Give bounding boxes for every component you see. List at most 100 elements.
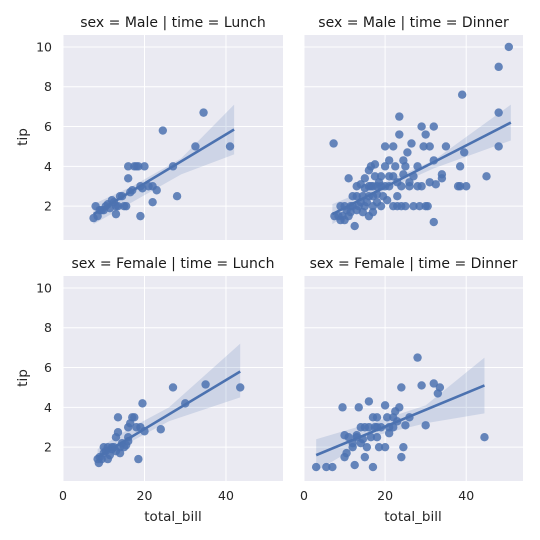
data-point <box>354 403 363 412</box>
facet-panel-3: sex = Female | time = Lunch 2 4 6 8 10 0 20 40 <box>36 256 283 503</box>
data-point <box>429 122 438 131</box>
x-tick-label: 0 <box>59 488 67 503</box>
data-point <box>409 201 418 211</box>
data-point <box>311 462 321 472</box>
data-point <box>366 433 376 442</box>
data-point <box>401 162 410 171</box>
y-tick-label: 8 <box>44 320 52 335</box>
y-tick-label: 4 <box>44 159 52 174</box>
y-tick-label: 8 <box>44 79 52 94</box>
data-point <box>201 380 210 389</box>
data-point <box>413 353 422 362</box>
y-tick-label: 6 <box>44 119 52 134</box>
y-tick-label: 2 <box>44 440 52 455</box>
x-tick-label: 20 <box>377 488 393 503</box>
data-point <box>140 162 149 171</box>
data-point <box>457 90 467 99</box>
data-point <box>130 413 139 422</box>
data-point <box>350 221 359 231</box>
data-point <box>123 174 133 183</box>
data-point <box>417 122 426 131</box>
data-point <box>156 425 165 434</box>
data-point <box>441 142 451 151</box>
data-point <box>364 397 374 406</box>
data-point <box>368 462 378 472</box>
data-point <box>384 429 394 438</box>
data-point <box>397 383 406 392</box>
data-point <box>382 413 392 422</box>
data-point <box>425 142 434 151</box>
panel-title: sex = Male | time = Lunch <box>80 15 266 31</box>
y-axis-label-row-1: tip <box>15 128 31 146</box>
data-point <box>111 209 121 219</box>
data-point <box>384 156 394 165</box>
data-point <box>136 211 145 221</box>
data-point <box>415 201 424 211</box>
panel-title: sex = Female | time = Lunch <box>72 256 275 272</box>
data-point <box>482 172 491 181</box>
data-point <box>352 192 361 201</box>
data-point <box>419 142 428 151</box>
panel-title: sex = Male | time = Dinner <box>318 15 509 31</box>
data-point <box>376 172 386 181</box>
y-tick-label: 2 <box>44 199 52 214</box>
panel-background <box>63 276 283 481</box>
data-point <box>455 182 465 191</box>
data-point <box>401 201 410 211</box>
y-axis-label-row-2: tip <box>15 369 31 387</box>
data-point <box>405 182 414 191</box>
data-point <box>401 421 410 430</box>
data-point <box>372 433 382 442</box>
facet-panel-1: sex = Male | time = Lunch 2 4 6 8 10 <box>36 15 283 240</box>
data-point <box>389 172 398 181</box>
data-point <box>360 452 370 462</box>
data-point <box>429 217 438 227</box>
data-point <box>158 126 168 135</box>
data-point <box>225 142 235 151</box>
data-point <box>403 148 412 157</box>
regression-line <box>331 121 512 216</box>
data-point <box>123 162 133 171</box>
data-point <box>134 454 143 464</box>
data-point <box>172 192 182 201</box>
data-point <box>322 462 331 472</box>
data-point <box>399 442 408 452</box>
data-point <box>380 442 390 452</box>
data-point <box>342 448 351 458</box>
data-point <box>423 201 432 211</box>
data-point <box>395 130 404 139</box>
data-point <box>435 383 445 392</box>
data-point <box>138 399 147 408</box>
data-point <box>360 174 370 183</box>
data-point <box>115 448 125 458</box>
data-point <box>417 182 426 191</box>
facet-panel-2: sex = Male | time = Dinner <box>303 15 523 240</box>
data-point <box>350 460 359 470</box>
data-point <box>494 142 503 151</box>
data-point <box>380 142 390 151</box>
data-point <box>504 42 514 52</box>
data-point <box>380 162 390 171</box>
data-point <box>376 201 386 211</box>
data-point <box>372 413 382 422</box>
y-tick-label: 4 <box>44 400 52 415</box>
data-point <box>113 413 123 422</box>
x-tick-label: 20 <box>137 488 153 503</box>
data-point <box>329 139 338 148</box>
data-point <box>113 201 123 211</box>
x-axis-label-col-2: total_bill <box>384 509 441 525</box>
data-point <box>113 428 123 437</box>
data-point <box>395 112 404 121</box>
x-tick-label: 40 <box>458 488 474 503</box>
data-point <box>462 182 471 191</box>
data-point <box>370 160 380 169</box>
data-point <box>191 142 200 151</box>
data-point <box>480 433 489 442</box>
data-point <box>362 442 372 452</box>
data-point <box>152 186 161 195</box>
data-point <box>148 197 157 207</box>
panel-title: sex = Female | time = Dinner <box>310 256 518 272</box>
data-point <box>199 108 208 117</box>
